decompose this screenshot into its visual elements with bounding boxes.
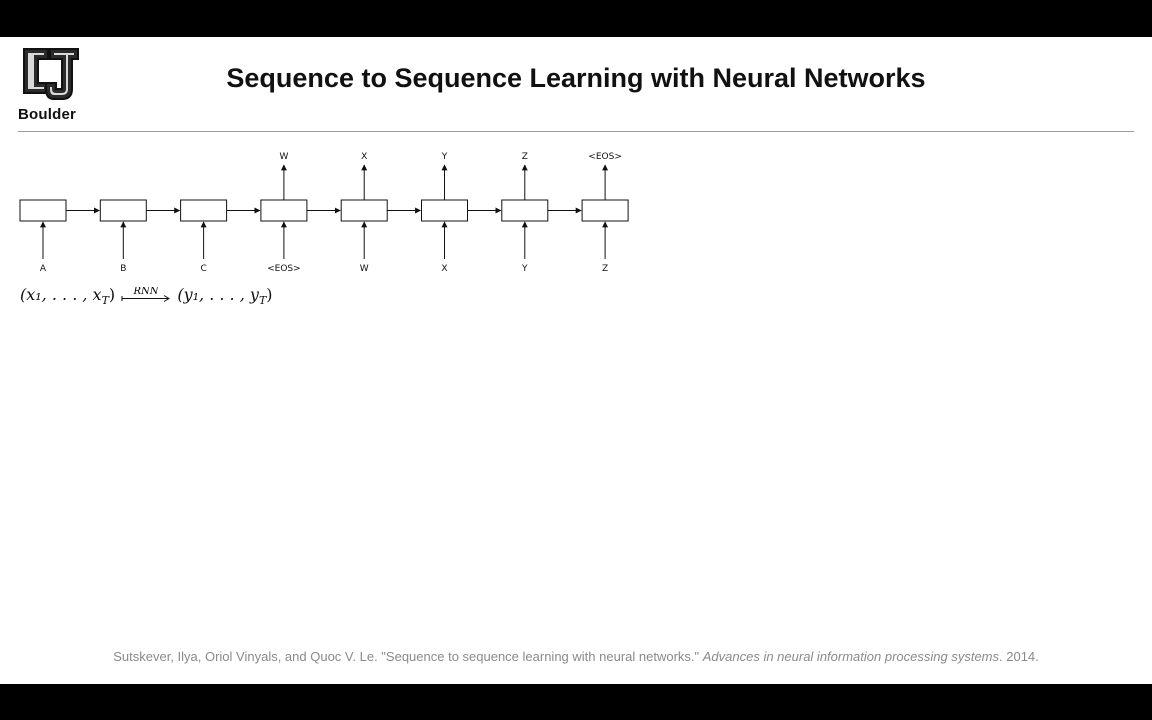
- rnn-cell: [99, 199, 147, 222]
- mapsto-arrow: RNN: [120, 287, 172, 305]
- seq2seq-diagram: A B C <EOS> W W X X Y Y Z Z <EOS>: [19, 152, 629, 274]
- output-label: Y: [441, 152, 448, 162]
- cu-logo-icon: [23, 48, 79, 100]
- rnn-mapping-formula: (x₁, . . . , xT) RNN (y₁, . . . , yT): [20, 285, 273, 307]
- citation-venue: Advances in neural information processin…: [702, 649, 1000, 664]
- citation: Sutskever, Ilya, Oriol Vinyals, and Quoc…: [0, 649, 1152, 664]
- output-label: W: [279, 152, 288, 162]
- input-label: Y: [521, 264, 528, 274]
- input-label: C: [200, 264, 206, 274]
- rnn-cell: [19, 199, 67, 222]
- logo-text: Boulder: [18, 106, 77, 123]
- slide: Boulder Sequence to Sequence Learning wi…: [0, 37, 1152, 684]
- rnn-cell: [340, 199, 388, 222]
- input-label: Z: [602, 264, 608, 274]
- rnn-cell: [180, 199, 228, 222]
- rnn-cell: [260, 199, 308, 222]
- citation-year: . 2014.: [999, 649, 1039, 664]
- title-divider: [18, 131, 1134, 132]
- output-label: <EOS>: [588, 152, 622, 162]
- input-label: B: [120, 264, 126, 274]
- input-label: <EOS>: [267, 264, 301, 274]
- input-label: W: [360, 264, 369, 274]
- input-sequence: (x₁, . . . , xT): [20, 285, 116, 308]
- output-label: X: [361, 152, 367, 162]
- arrow-label: RNN: [133, 287, 160, 297]
- citation-text: Sutskever, Ilya, Oriol Vinyals, and Quoc…: [113, 649, 700, 664]
- rnn-cell: [581, 199, 629, 222]
- rnn-cell: [421, 199, 468, 222]
- output-sequence: (y₁, . . . , yT): [177, 285, 273, 308]
- input-label: X: [441, 264, 447, 274]
- cu-boulder-logo: Boulder: [18, 43, 84, 123]
- rnn-cell: [501, 199, 549, 222]
- input-label: A: [40, 264, 47, 274]
- slide-title: Sequence to Sequence Learning with Neura…: [226, 63, 926, 93]
- output-label: Z: [522, 152, 528, 162]
